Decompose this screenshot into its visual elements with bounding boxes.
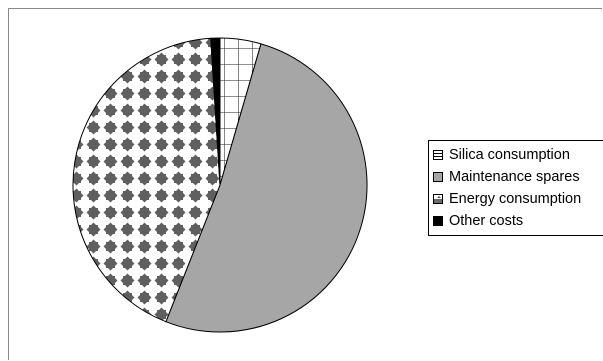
pie-slice-energy-consumption	[72, 37, 221, 323]
legend-item-silica: Silica consumption	[433, 144, 603, 166]
legend-item-energy: Energy consumption	[433, 188, 603, 210]
legend-label-silica: Silica consumption	[449, 147, 570, 163]
pie-slice-maintenance-spares	[165, 43, 368, 333]
legend-swatch-other	[433, 216, 443, 226]
legend-item-maintenance: Maintenance spares	[433, 166, 603, 188]
pie-slices	[72, 37, 368, 333]
pie-slice-other-costs	[210, 37, 221, 186]
legend-label-other: Other costs	[449, 213, 524, 229]
legend-swatch-silica	[433, 150, 443, 160]
legend-label-energy: Energy consumption	[449, 191, 582, 207]
legend-swatch-energy	[433, 194, 443, 204]
legend-swatch-maintenance	[433, 172, 443, 182]
legend: Silica consumption Maintenance spares En…	[428, 140, 603, 236]
legend-item-other: Other costs	[433, 210, 603, 232]
legend-label-maintenance: Maintenance spares	[449, 169, 580, 185]
